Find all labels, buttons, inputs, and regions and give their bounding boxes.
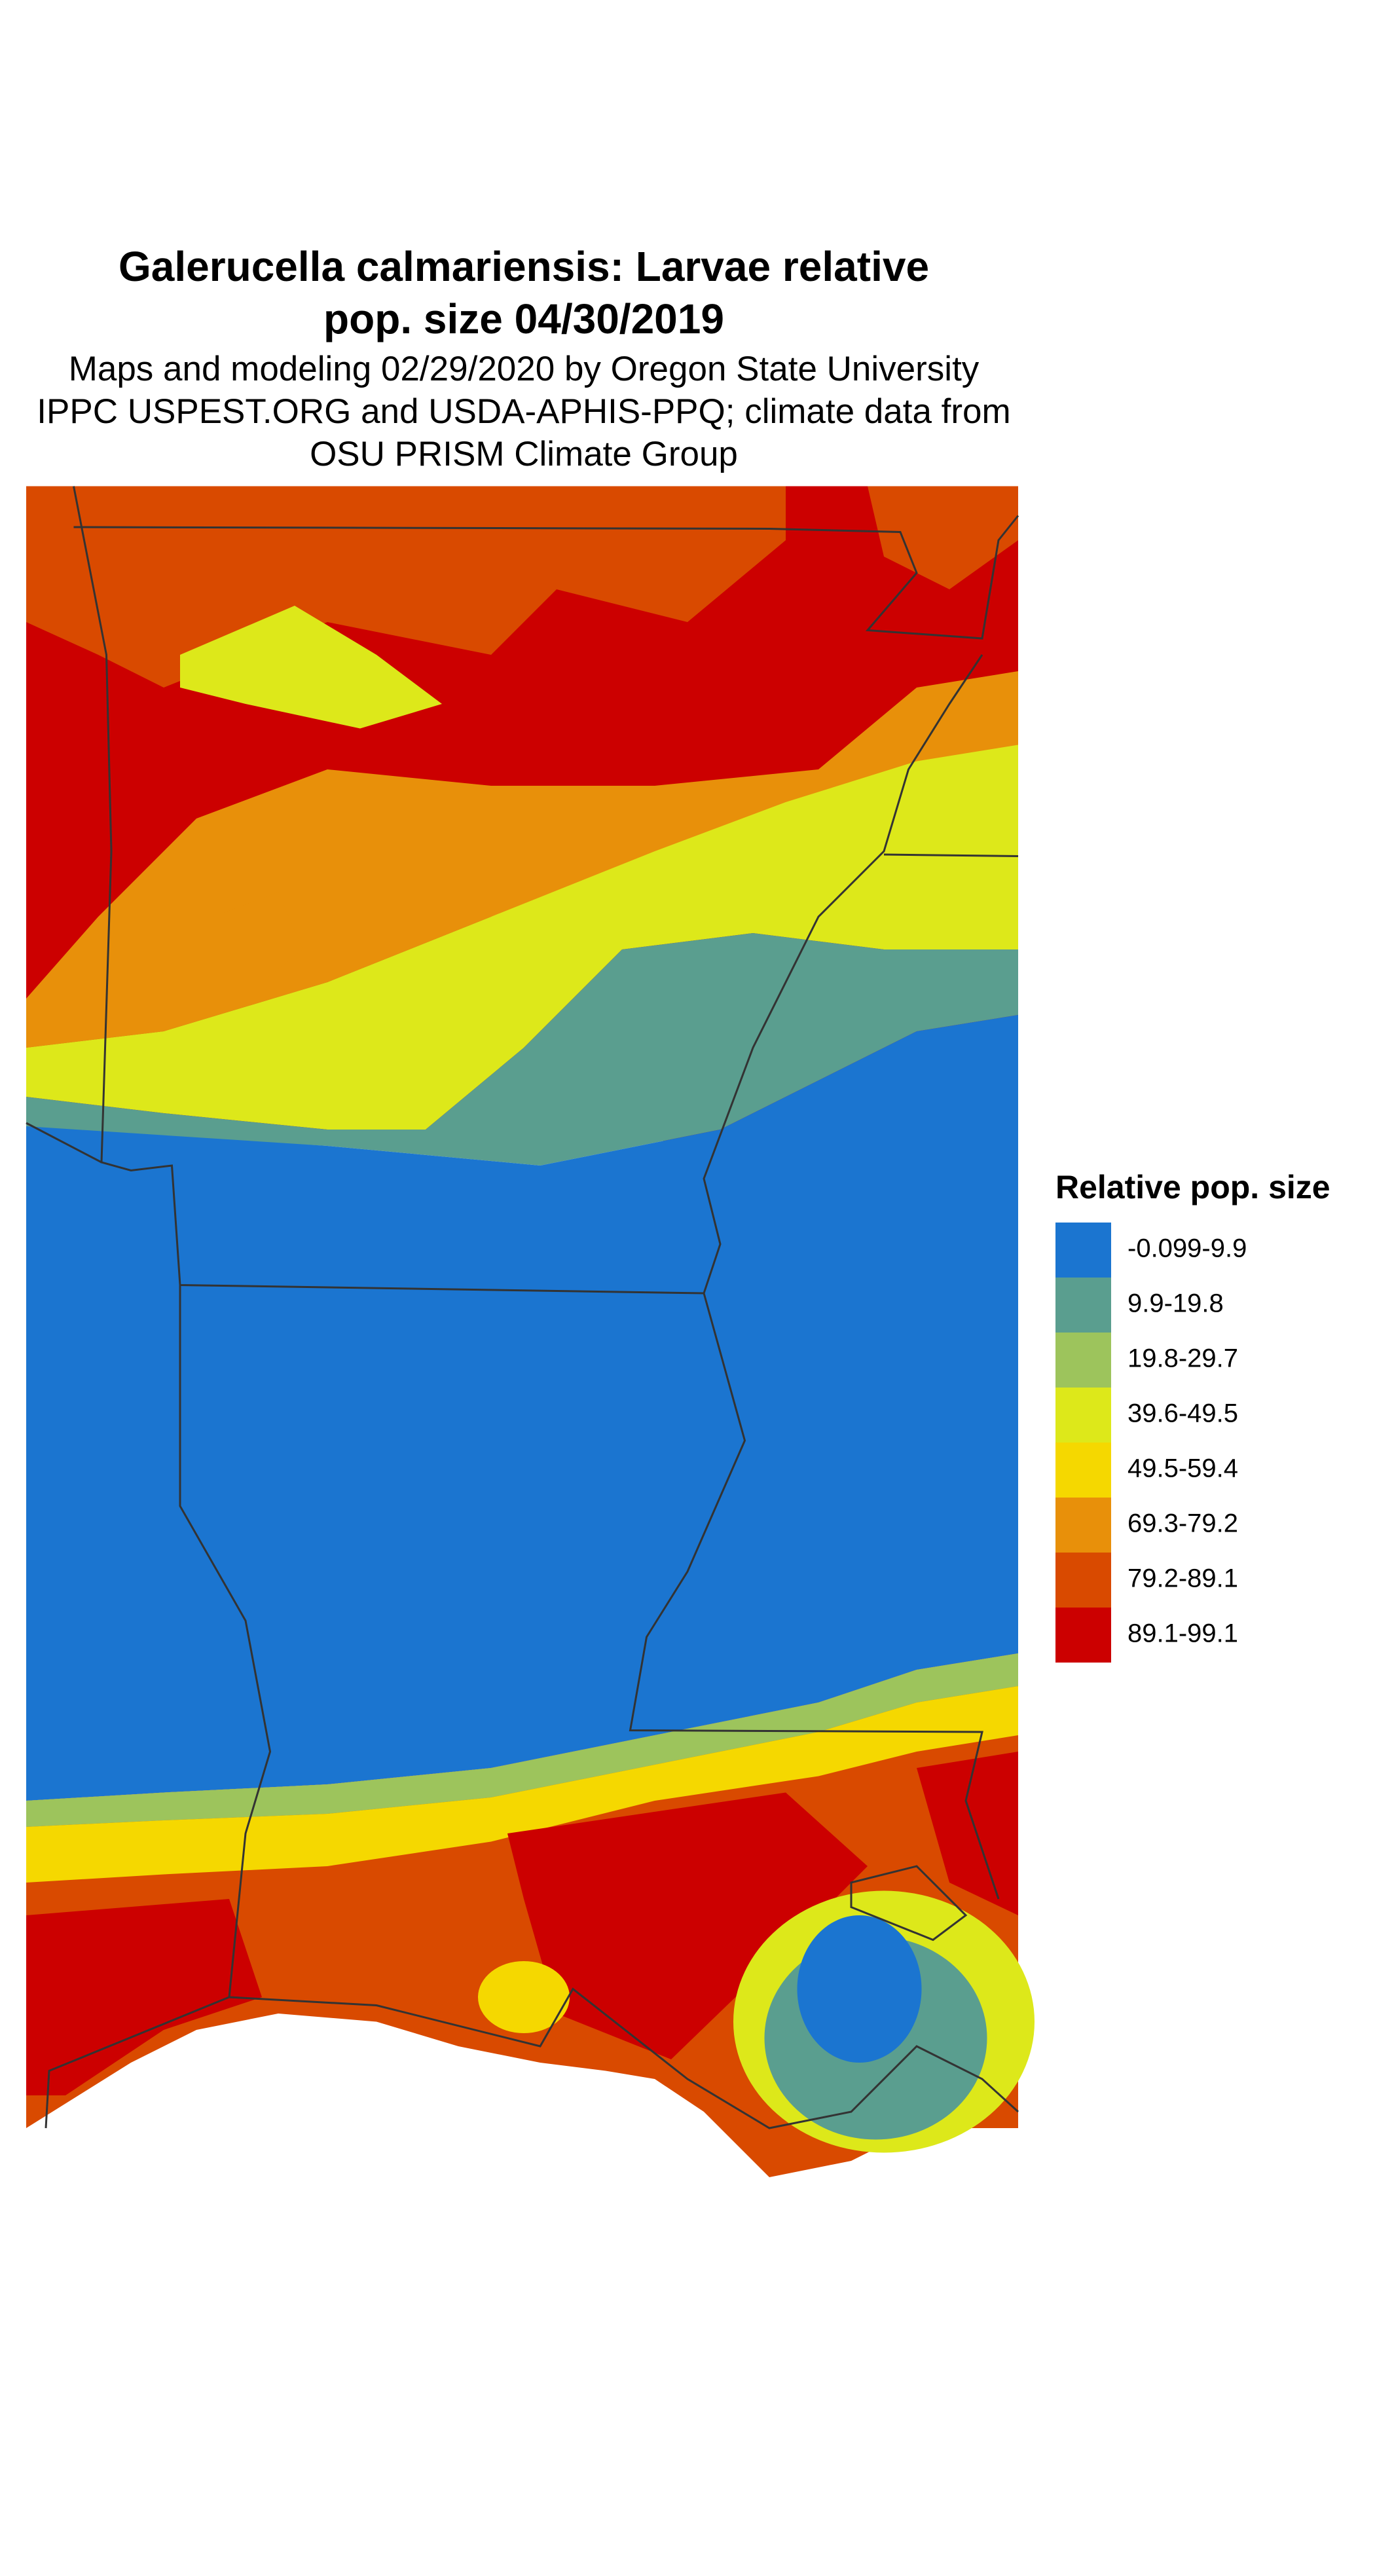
legend-swatch — [1055, 1333, 1111, 1388]
map-region — [213, 892, 303, 982]
legend-label: 9.9-19.8 — [1128, 1289, 1224, 1318]
legend-label: 39.6-49.5 — [1128, 1399, 1238, 1428]
subtitle: IPPC USPEST.ORG and USDA-APHIS-PPQ; clim… — [37, 392, 1010, 431]
map-region — [26, 1015, 1018, 1801]
map-region — [180, 606, 442, 729]
map-region — [26, 1686, 1018, 1883]
legend-label: 69.3-79.2 — [1128, 1509, 1238, 1538]
map — [26, 486, 1035, 2177]
legend-title: Relative pop. size — [1055, 1169, 1330, 1205]
legend-swatch — [1055, 1278, 1111, 1333]
coastline — [850, 1865, 968, 1941]
title: Galerucella calmariensis: Larvae relativ… — [119, 243, 929, 290]
state-border — [73, 515, 1019, 640]
legend: -0.099-9.9 9.9-19.8 19.8-29.7 39.6-49.5 49.5… — [1055, 1223, 1247, 1663]
legend-label: 89.1-99.1 — [1128, 1619, 1238, 1648]
legend-swatch — [1055, 1388, 1111, 1443]
map-region — [26, 745, 1018, 1130]
legend-label: -0.099-9.9 — [1128, 1234, 1247, 1263]
legend-swatch — [1055, 1553, 1111, 1608]
subtitle: OSU PRISM Climate Group — [310, 435, 738, 473]
legend-swatch — [1055, 1443, 1111, 1498]
legend-swatch — [1055, 1498, 1111, 1553]
state-border — [26, 1122, 102, 1164]
map-region — [507, 1792, 868, 2059]
state-border — [45, 1285, 272, 2129]
map-region — [868, 486, 1018, 589]
map-region — [917, 1752, 1018, 1915]
map-region — [797, 1915, 922, 2063]
state-border — [73, 486, 983, 1295]
legend-label: 79.2-89.1 — [1128, 1564, 1238, 1593]
map-region — [478, 1961, 570, 2033]
state-border — [629, 1293, 1000, 1900]
state-border — [883, 853, 1019, 857]
subtitle: Maps and modeling 02/29/2020 by Oregon S… — [69, 350, 980, 388]
legend-label: 49.5-59.4 — [1128, 1454, 1238, 1483]
legend-swatch — [1055, 1608, 1111, 1663]
map-region — [26, 486, 786, 688]
map-region — [26, 1653, 1018, 1827]
map-region — [26, 1899, 262, 2095]
legend-label: 19.8-29.7 — [1128, 1344, 1238, 1373]
title: pop. size 04/30/2019 — [323, 295, 724, 342]
map-region — [26, 933, 1018, 1166]
legend-swatch — [1055, 1223, 1111, 1278]
coastline — [229, 1987, 1019, 2129]
